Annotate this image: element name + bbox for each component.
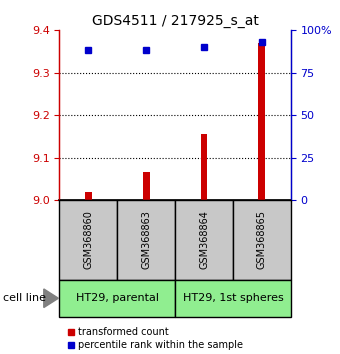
Bar (233, 200, 291, 280)
Bar (175, 200, 233, 280)
Text: GSM368864: GSM368864 (199, 210, 209, 269)
Polygon shape (44, 289, 58, 308)
Bar (201, 134, 207, 200)
Bar (143, 172, 150, 200)
Text: GSM368860: GSM368860 (83, 210, 94, 269)
Text: GSM368865: GSM368865 (257, 210, 267, 269)
Bar (59, 200, 117, 280)
Bar (175, 280, 291, 317)
Legend: transformed count, percentile rank within the sample: transformed count, percentile rank withi… (64, 324, 247, 354)
Text: cell line: cell line (3, 293, 46, 303)
Text: HT29, 1st spheres: HT29, 1st spheres (183, 293, 283, 303)
Text: GSM368863: GSM368863 (141, 210, 151, 269)
Title: GDS4511 / 217925_s_at: GDS4511 / 217925_s_at (92, 14, 258, 28)
Text: HT29, parental: HT29, parental (76, 293, 159, 303)
Bar (59, 280, 175, 317)
Bar (117, 200, 175, 280)
Bar (85, 192, 92, 200)
Bar (258, 43, 265, 200)
